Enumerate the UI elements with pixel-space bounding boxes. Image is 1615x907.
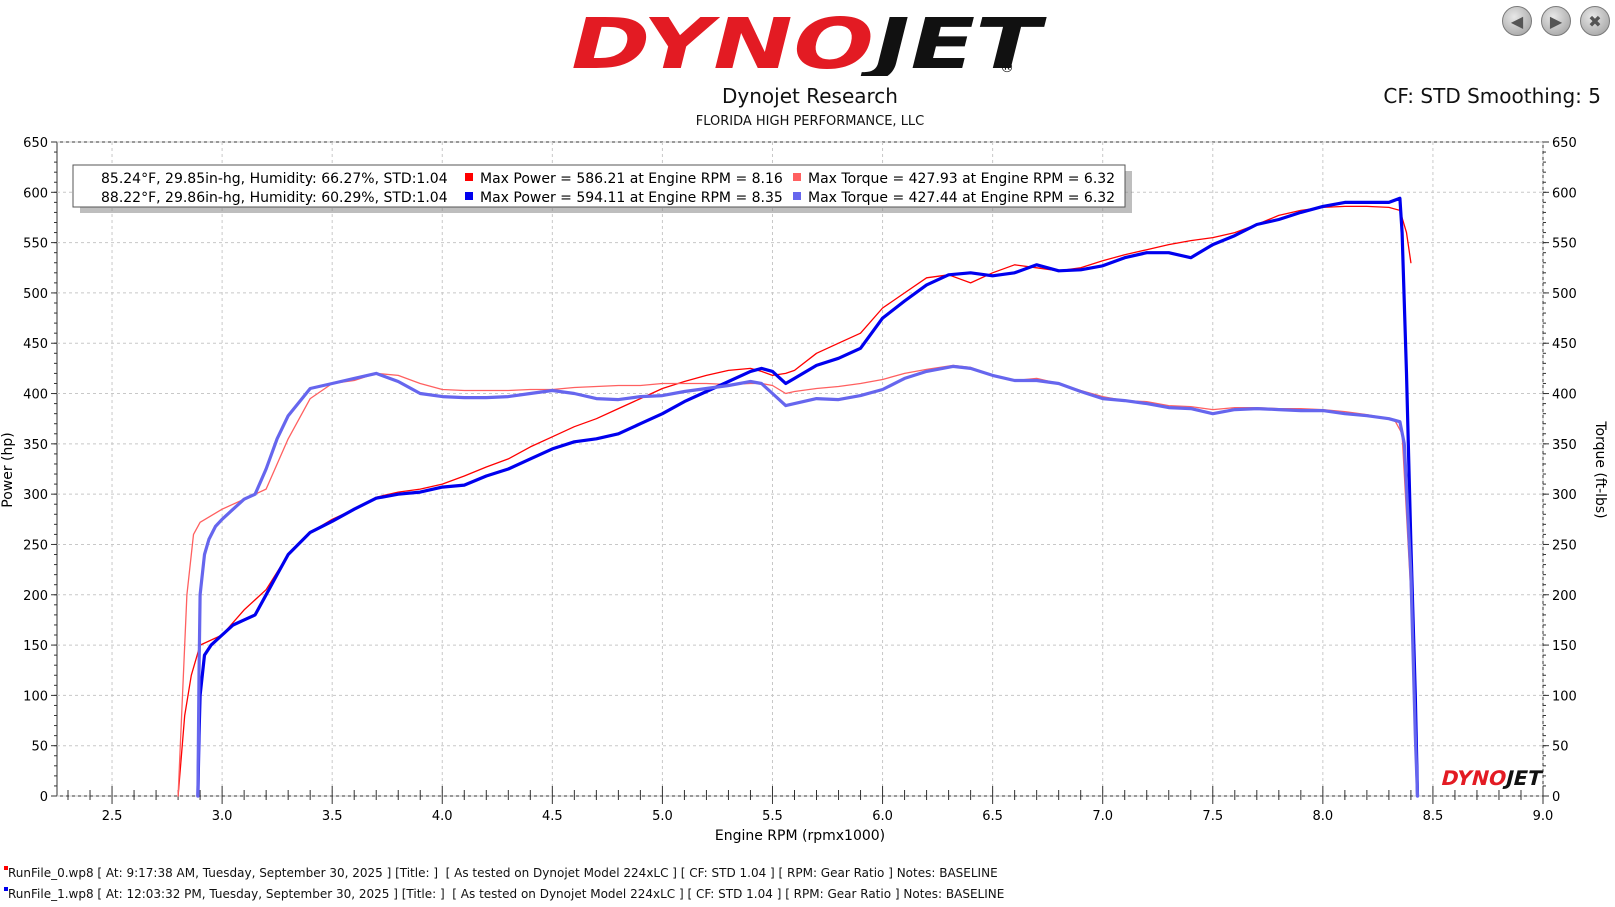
legend-conditions-0: 85.24°F, 29.85in-hg, Humidity: 66.27%, S… [101,171,448,187]
x-tick-label: 5.0 [652,809,673,824]
y-tick-label-right: 350 [1552,438,1577,453]
svg-text:DYNOJET: DYNOJET [570,6,1050,76]
legend-power-1: Max Power = 594.11 at Engine RPM = 8.35 [480,190,783,206]
y-tick-label-right: 500 [1552,287,1577,302]
y-tick-label-right: 100 [1552,689,1577,704]
y-tick-label-left: 400 [23,388,48,403]
chart-axes: 2.5 3.0 3.5 4.0 4.5 5.0 5.5 6.0 6.5 7.0 7.5 8.0 8.5 9… [23,136,1577,824]
run-file-info-0: RunFile_0.wp8 [ At: 9:17:38 AM, Tuesday,… [4,866,998,880]
run-file-text-1: RunFile_1.wp8 [ At: 12:03:32 PM, Tuesday… [8,887,1005,901]
svg-text:®: ® [1000,60,1014,76]
y-tick-label-left: 150 [23,639,48,654]
y-tick-label-left: 450 [23,337,48,352]
dynojet-watermark: DYNOJET [1439,766,1545,790]
x-tick-label: 6.0 [872,809,893,824]
x-tick-label: 5.5 [762,809,783,824]
report-subtitle: Dynojet Research [722,84,898,108]
svg-text:DYNOJET: DYNOJET [1439,766,1545,790]
x-tick-label: 6.5 [982,809,1003,824]
run-color-marker-1 [4,887,8,891]
legend-swatch-torque-1 [793,192,801,200]
y-axis-label-right: Torque (ft-lbs) [1592,420,1608,518]
y-tick-label-left: 650 [23,136,48,151]
x-axis-label: Engine RPM (rpmx1000) [715,828,885,844]
x-tick-label: 4.5 [542,809,563,824]
y-tick-label-right: 600 [1552,186,1577,201]
run-color-marker-0 [4,866,8,870]
y-tick-label-left: 300 [23,488,48,503]
x-tick-label: 7.0 [1092,809,1113,824]
close-icon[interactable]: ✖ [1580,6,1610,36]
legend-power-0: Max Power = 586.21 at Engine RPM = 8.16 [480,171,783,187]
y-tick-label-right: 0 [1552,790,1560,805]
x-tick-label: 3.5 [322,809,343,824]
y-tick-label-left: 250 [23,538,48,553]
y-tick-label-left: 0 [40,790,48,805]
y-tick-label-right: 200 [1552,589,1577,604]
y-axis-label-left: Power (hp) [0,432,16,507]
x-tick-label: 2.5 [102,809,123,824]
y-tick-label-left: 500 [23,287,48,302]
y-tick-label-left: 550 [23,237,48,252]
run-file-text-0: RunFile_0.wp8 [ At: 9:17:38 AM, Tuesday,… [8,866,998,880]
dynojet-logo: DYNO JET ® [570,6,1050,76]
y-tick-label-right: 550 [1552,237,1577,252]
y-tick-label-left: 100 [23,689,48,704]
forward-arrow-icon[interactable]: ▶ [1541,6,1571,36]
y-tick-label-right: 300 [1552,488,1577,503]
legend-swatch-power-1 [465,192,473,200]
y-tick-label-right: 450 [1552,337,1577,352]
legend-swatch-torque-0 [793,173,801,181]
chart-series [177,196,1420,798]
chart-legend: 85.24°F, 29.85in-hg, Humidity: 66.27%, S… [72,164,1132,213]
y-tick-label-left: 350 [23,438,48,453]
x-tick-label: 8.5 [1423,809,1444,824]
series-line-3 [196,364,1420,798]
legend-torque-0: Max Torque = 427.93 at Engine RPM = 6.32 [808,171,1115,187]
legend-torque-1: Max Torque = 427.44 at Engine RPM = 6.32 [808,190,1115,206]
y-tick-label-right: 250 [1552,538,1577,553]
dyno-chart: 2.5 3.0 3.5 4.0 4.5 5.0 5.5 6.0 6.5 7.0 7.5 8.0 8.5 9… [0,136,1608,844]
y-tick-label-right: 50 [1552,740,1569,755]
y-tick-label-right: 400 [1552,388,1577,403]
y-tick-label-right: 650 [1552,136,1577,151]
chart-grid [56,141,1544,797]
x-tick-label: 4.0 [432,809,453,824]
run-file-info-1: RunFile_1.wp8 [ At: 12:03:32 PM, Tuesday… [4,887,1004,901]
x-tick-label: 7.5 [1202,809,1223,824]
correction-factor-info: CF: STD Smoothing: 5 [1383,84,1601,108]
x-tick-label: 3.0 [212,809,233,824]
y-tick-label-right: 150 [1552,639,1577,654]
legend-conditions-1: 88.22°F, 29.86in-hg, Humidity: 60.29%, S… [101,190,448,206]
y-tick-label-left: 600 [23,186,48,201]
plot-area [56,141,1544,797]
legend-swatch-power-0 [465,173,473,181]
company-name: FLORIDA HIGH PERFORMANCE, LLC [695,114,925,129]
x-tick-label: 8.0 [1313,809,1334,824]
x-tick-label: 9.0 [1533,809,1554,824]
back-arrow-icon[interactable]: ◀ [1502,6,1532,36]
y-tick-label-left: 200 [23,589,48,604]
y-tick-label-left: 50 [31,740,48,755]
series-line-2 [196,196,1420,798]
